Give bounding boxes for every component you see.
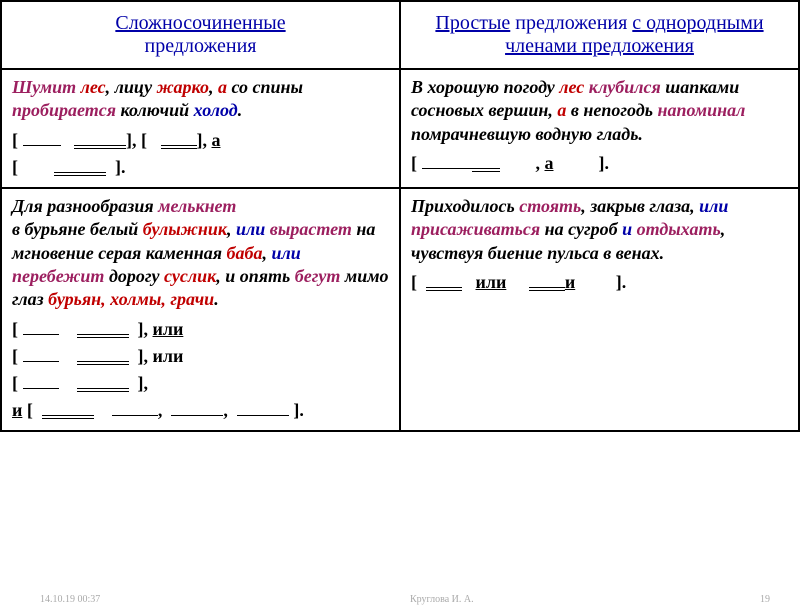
cell-row1-left: Шумит лес, лицу жарко, а со спины пробир… [1,69,400,188]
cell-row1-right: В хорошую погоду лес клубился шапками со… [400,69,799,188]
schema-r1-left: [ ], [ ], а [ ]. [12,127,389,181]
header-left: Сложносочиненные предложения [1,1,400,69]
header-right: Простые предложения с однородными членам… [400,1,799,69]
cell-row2-right: Приходилось стоять, закрыв глаза, или пр… [400,188,799,431]
schema-r1-right: [ , а ]. [411,150,788,177]
cell-row2-left: Для разнообразия мелькнет в бурьяне белы… [1,188,400,431]
comparison-table: Сложносочиненные предложения Простые пре… [0,0,800,432]
schema-r2-left: [ ], или [ ], или [ ], и [ , , ]. [12,316,389,424]
schema-r2-right: [ или и ]. [411,269,788,296]
